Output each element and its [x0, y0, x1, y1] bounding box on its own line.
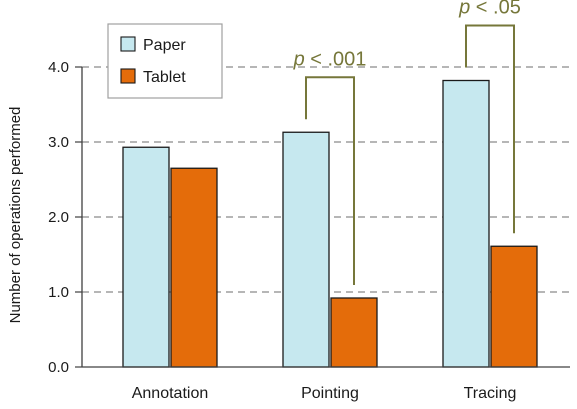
bar-tablet-pointing — [330, 297, 378, 368]
y-tick-label: 3.0 — [48, 134, 69, 151]
x-tick-label: Annotation — [132, 385, 209, 402]
bar-paper-tracing — [442, 79, 490, 368]
legend: Paper Tablet — [107, 23, 223, 99]
significance-bracket — [305, 76, 355, 285]
y-tick-label: 4.0 — [48, 59, 69, 76]
legend-box — [107, 23, 223, 99]
bar-paper-pointing — [282, 131, 330, 368]
significance-bracket — [465, 24, 515, 234]
legend-swatch-paper — [120, 36, 136, 52]
y-tick-label: 1.0 — [48, 284, 69, 301]
x-tick-label: Tracing — [464, 385, 517, 402]
significance-label: p < .001 — [293, 48, 367, 70]
y-tick-label: 0.0 — [48, 359, 69, 376]
legend-label-tablet: Tablet — [143, 69, 186, 86]
bar-paper-annotation — [122, 146, 170, 368]
y-axis-title: Number of operations performed — [7, 107, 24, 324]
x-tick-label: Pointing — [301, 385, 359, 402]
y-tick-label: 2.0 — [48, 209, 69, 226]
bar-tablet-annotation — [170, 167, 218, 368]
legend-swatch-tablet — [120, 68, 136, 84]
legend-label-paper: Paper — [143, 37, 186, 54]
bar-tablet-tracing — [490, 245, 538, 368]
significance-label: p < .05 — [458, 0, 521, 19]
